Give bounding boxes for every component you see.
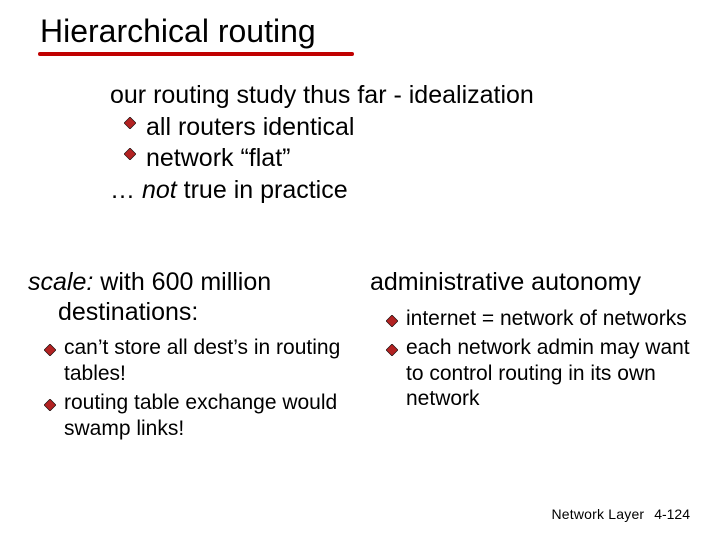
diamond-bullet-icon xyxy=(386,311,406,327)
left-items: can’t store all dest’s in routing tables… xyxy=(28,335,358,441)
intro-line: our routing study thus far - idealizatio… xyxy=(110,80,670,112)
diamond-bullet-icon xyxy=(44,340,64,356)
slide: Hierarchical routing our routing study t… xyxy=(0,0,720,540)
list-item-text: each network admin may want to control r… xyxy=(406,335,700,412)
list-item: internet = network of networks xyxy=(370,306,700,332)
diamond-bullet-icon xyxy=(386,340,406,356)
list-item: each network admin may want to control r… xyxy=(370,335,700,412)
intro-note: … not true in practice xyxy=(110,175,670,207)
right-items: internet = network of networks each netw… xyxy=(370,306,700,412)
list-item-text: can’t store all dest’s in routing tables… xyxy=(64,335,358,386)
slide-title: Hierarchical routing xyxy=(40,14,316,49)
intro-item-text: all routers identical xyxy=(146,113,354,141)
intro-item: network “flat” xyxy=(110,143,670,175)
footer-chapter: Network Layer xyxy=(551,506,644,522)
list-item: routing table exchange would swamp links… xyxy=(28,390,358,441)
intro-block: our routing study thus far - idealizatio… xyxy=(110,80,670,206)
list-item-text: internet = network of networks xyxy=(406,306,700,332)
right-heading: administrative autonomy xyxy=(370,268,700,298)
right-column: administrative autonomy internet = netwo… xyxy=(370,268,700,416)
footer-page: 4-124 xyxy=(654,506,690,522)
intro-item-text: network “flat” xyxy=(146,144,290,172)
list-item: can’t store all dest’s in routing tables… xyxy=(28,335,358,386)
left-heading: scale: with 600 million destinations: xyxy=(28,268,358,327)
left-column: scale: with 600 million destinations: ca… xyxy=(28,268,358,445)
diamond-bullet-icon xyxy=(124,148,146,160)
title-underline xyxy=(38,52,354,56)
intro-item: all routers identical xyxy=(110,112,670,144)
footer: Network Layer 4-124 xyxy=(551,506,690,522)
diamond-bullet-icon xyxy=(44,395,64,411)
diamond-bullet-icon xyxy=(124,117,146,129)
list-item-text: routing table exchange would swamp links… xyxy=(64,390,358,441)
